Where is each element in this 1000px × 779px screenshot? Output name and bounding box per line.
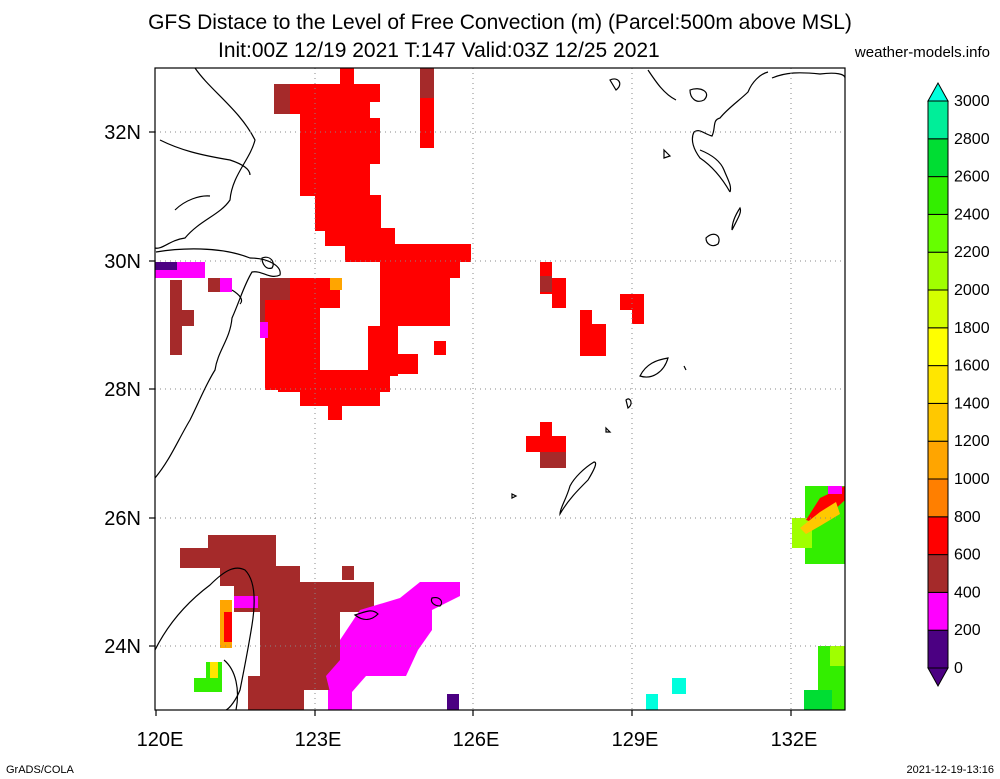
colorbar-swatch: [927, 213, 949, 253]
colorbar-swatch: [927, 554, 949, 593]
colorbar-swatch: [927, 478, 949, 518]
lat-tick-label: 26N: [104, 508, 141, 530]
colorbar-label: 800: [954, 509, 981, 526]
colorbar-label: 1600: [954, 358, 990, 375]
colorbar-swatch: [927, 327, 949, 367]
source-label: weather-models.info: [854, 44, 990, 61]
colorbar-label: 0: [954, 660, 963, 677]
colorbar-swatch: [927, 100, 949, 140]
colorbar-swatch: [927, 176, 949, 215]
colorbar-label: 200: [954, 622, 981, 639]
lat-tick-label: 28N: [104, 379, 141, 401]
colorbar-label: 2600: [954, 169, 990, 186]
lon-tick-label: 132E: [771, 729, 818, 751]
lat-tick-label: 30N: [104, 251, 141, 273]
lon-tick-label: 129E: [612, 729, 659, 751]
colorbar-label: 1000: [954, 471, 990, 488]
colorbar-label: 400: [954, 584, 981, 601]
colorbar-label: 2800: [954, 131, 990, 148]
lat-tick-label: 24N: [104, 636, 141, 658]
colorbar-min-arrow: [927, 667, 949, 688]
colorbar-swatch: [927, 402, 949, 442]
footer-timestamp: 2021-12-19-13:16: [906, 764, 994, 776]
lon-tick-label: 123E: [295, 729, 342, 751]
colorbar-label: 2000: [954, 282, 990, 299]
chart-title: GFS Distace to the Level of Free Convect…: [148, 11, 852, 34]
colorbar-label: 1400: [954, 395, 990, 412]
lon-tick-label: 126E: [453, 729, 500, 751]
colorbar-label: 1800: [954, 320, 990, 337]
colorbar-swatch: [927, 629, 949, 669]
coastlines: [154, 67, 846, 711]
colorbar-swatch: [927, 440, 949, 480]
field-shading: [155, 68, 845, 710]
colorbar-swatch: [927, 591, 949, 631]
colorbar-swatch: [927, 365, 949, 404]
chart-subtitle: Init:00Z 12/19 2021 T:147 Valid:03Z 12/2…: [218, 39, 660, 62]
footer-credit: GrADS/COLA: [6, 764, 74, 776]
colorbar-label: 2200: [954, 244, 990, 261]
colorbar-label: 2400: [954, 206, 990, 223]
colorbar: 0 200 400 600 800 1000 1200 1400 1600 1800 2000 220…: [927, 81, 990, 688]
axis-ticks: [149, 131, 792, 716]
gridlines: [155, 68, 845, 710]
colorbar-max-arrow: [927, 81, 949, 102]
colorbar-label: 1200: [954, 433, 990, 450]
colorbar-swatch: [927, 138, 949, 178]
colorbar-swatch: [927, 251, 949, 291]
colorbar-label: 600: [954, 547, 981, 564]
colorbar-swatch: [927, 516, 949, 556]
lon-tick-label: 120E: [137, 729, 184, 751]
colorbar-swatch: [927, 289, 949, 329]
lat-tick-label: 32N: [104, 122, 141, 144]
colorbar-label: 3000: [954, 93, 990, 110]
